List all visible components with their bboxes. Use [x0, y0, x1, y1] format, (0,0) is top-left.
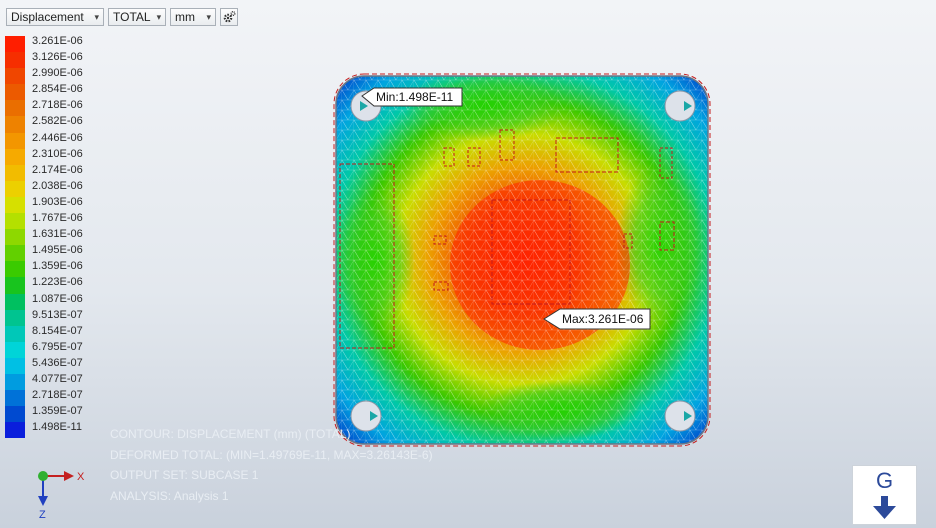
z-axis-label: Z	[39, 509, 46, 521]
min-marker: Min:1.498E-11	[361, 87, 463, 107]
min-label: Min:1.498E-11	[376, 90, 453, 104]
contour-settings-button[interactable]	[220, 8, 238, 26]
legend-swatch	[5, 277, 25, 294]
legend-swatch	[5, 261, 25, 278]
legend-swatch	[5, 422, 25, 439]
max-marker: Max:3.261E-06	[543, 308, 651, 330]
analysis-line: ANALYSIS: Analysis 1	[110, 488, 229, 503]
legend-value: 2.854E-06	[32, 83, 83, 96]
legend-value: 3.126E-06	[32, 51, 83, 64]
legend-value: 6.795E-07	[32, 340, 83, 353]
legend-swatch	[5, 245, 25, 262]
legend-swatch	[5, 148, 25, 165]
legend-swatch	[5, 293, 25, 310]
legend-value: 4.077E-07	[32, 372, 83, 385]
legend-swatch	[5, 36, 25, 53]
legend-value: 1.359E-07	[32, 405, 83, 418]
legend-value: 2.990E-06	[32, 67, 83, 80]
legend-swatch	[5, 100, 25, 117]
result-type-value: Displacement	[11, 10, 84, 24]
legend-swatch	[5, 68, 25, 85]
legend-swatch	[5, 229, 25, 246]
legend-value: 1.223E-06	[32, 276, 83, 289]
legend-swatch	[5, 84, 25, 101]
view-cube[interactable]: G	[852, 465, 917, 525]
chevron-down-icon: ▾	[156, 11, 162, 22]
legend-swatch	[5, 52, 25, 69]
legend-value: 2.038E-06	[32, 179, 83, 192]
legend-swatch	[5, 357, 25, 374]
legend-value: 1.359E-06	[32, 260, 83, 273]
legend-value: 1.767E-06	[32, 212, 83, 225]
legend-value: 3.261E-06	[32, 35, 83, 47]
fem-model-view[interactable]: Min:1.498E-11 Max:3.261E-06	[330, 70, 716, 448]
mounting-holes	[350, 90, 696, 432]
result-info-block: CONTOUR: DISPLACEMENT (mm) (TOTAL) DEFOR…	[110, 424, 433, 506]
legend-swatch	[5, 196, 25, 214]
legend-swatch	[5, 180, 25, 197]
legend-swatch	[5, 309, 25, 326]
output-set-line: OUTPUT SET: SUBCASE 1	[110, 468, 259, 482]
legend-value: 1.903E-06	[32, 195, 83, 208]
component-dropdown[interactable]: TOTAL ▾	[108, 8, 166, 26]
legend-value: 2.718E-06	[32, 99, 83, 112]
legend-swatch	[5, 116, 25, 133]
legend-value: 2.718E-07	[32, 389, 83, 402]
deformed-info-line: DEFORMED TOTAL: (MIN=1.49769E-11, MAX=3.…	[110, 447, 433, 462]
legend-value: 1.631E-06	[32, 228, 83, 241]
legend-swatch	[5, 325, 25, 342]
max-label: Max:3.261E-06	[562, 312, 644, 326]
legend-value: 2.310E-06	[32, 147, 83, 160]
legend-value: 2.174E-06	[32, 163, 83, 176]
legend-value: 1.087E-06	[32, 292, 83, 305]
component-value: TOTAL	[113, 10, 151, 24]
x-axis-label: X	[77, 471, 85, 483]
legend-value: 2.446E-06	[32, 131, 83, 144]
gear-icon	[223, 11, 236, 23]
legend-swatch	[5, 341, 25, 358]
contour-info-line: CONTOUR: DISPLACEMENT (mm) (TOTAL)	[110, 427, 351, 441]
legend-swatch	[5, 164, 25, 181]
constraint-icons	[360, 101, 692, 421]
legend-value: 1.498E-11	[32, 421, 82, 434]
legend-swatch	[5, 373, 25, 391]
result-toolbar: Displacement ▾ TOTAL ▾ mm ▾	[6, 8, 238, 28]
chevron-down-icon: ▾	[206, 11, 211, 22]
unit-value: mm	[175, 10, 195, 24]
chevron-down-icon: ▾	[94, 11, 99, 22]
legend-value: 5.436E-07	[32, 356, 83, 369]
legend-swatch	[5, 213, 25, 230]
legend-value: 1.495E-06	[32, 244, 83, 257]
legend-value: 2.582E-06	[32, 115, 83, 128]
legend-value: 9.513E-07	[32, 308, 83, 321]
legend-swatch	[5, 132, 25, 149]
view-cube-label: G	[875, 468, 894, 493]
result-type-dropdown[interactable]: Displacement ▾	[6, 8, 104, 26]
axis-triad: X Z	[38, 471, 85, 521]
legend-swatch	[5, 390, 25, 407]
legend-value: 8.154E-07	[32, 324, 83, 337]
legend-swatch	[5, 406, 25, 423]
arrow-down-icon	[873, 496, 896, 519]
unit-dropdown[interactable]: mm ▾	[170, 8, 216, 26]
